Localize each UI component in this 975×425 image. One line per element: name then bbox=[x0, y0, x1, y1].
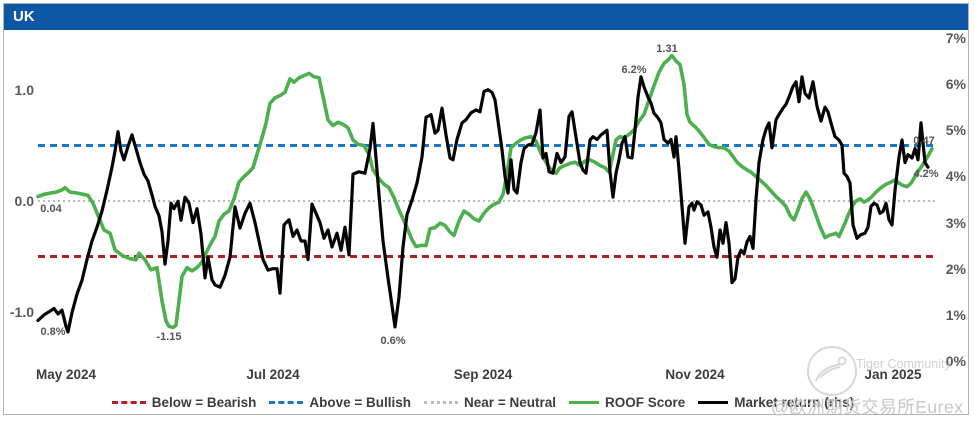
series-roof-score bbox=[36, 53, 934, 330]
legend-item-above-bullish: Above = Bullish bbox=[269, 395, 411, 410]
x-axis-tick: Nov 2024 bbox=[665, 367, 725, 382]
left-axis-tick-1.0: 1.0 bbox=[14, 82, 34, 98]
legend-swatch-solid bbox=[698, 401, 729, 404]
right-axis-tick-4%: 4% bbox=[945, 168, 966, 185]
legend-label: Below = Bearish bbox=[151, 395, 257, 410]
right-axis-tick-6%: 6% bbox=[945, 76, 966, 93]
legend-label: ROOF Score bbox=[604, 395, 686, 410]
annotation-0.8%: 0.8% bbox=[40, 326, 66, 338]
chart-title: UK bbox=[13, 8, 35, 25]
chart-legend: Below = Bearish Above = Bullish Near = Neu… bbox=[0, 395, 966, 410]
legend-swatch-dashed bbox=[269, 401, 304, 404]
annotation-6.2%: 6.2% bbox=[621, 64, 647, 76]
legend-label: Market return (rhs) bbox=[734, 395, 855, 410]
chart-frame: UK bbox=[3, 3, 969, 415]
series-market-return-rhs- bbox=[36, 75, 930, 334]
x-axis-tick: Jul 2024 bbox=[246, 367, 300, 382]
legend-swatch-dotted bbox=[424, 401, 459, 404]
annotation--1.15: -1.15 bbox=[156, 331, 182, 343]
right-axis-tick-5%: 5% bbox=[945, 122, 966, 139]
legend-item-roof-score: ROOF Score bbox=[568, 395, 686, 410]
chart-title-bar: UK bbox=[4, 4, 968, 30]
tiger-community-logo-icon bbox=[807, 346, 857, 396]
annotation-0.47: 0.47 bbox=[913, 135, 935, 147]
watermark-community-text: Tiger Community bbox=[856, 357, 951, 371]
x-axis-tick: Jan 2025 bbox=[864, 367, 922, 382]
right-axis-tick-3%: 3% bbox=[945, 214, 966, 231]
annotation-4.2%: 4.2% bbox=[913, 168, 939, 180]
x-axis-tick: May 2024 bbox=[35, 367, 97, 382]
annotation-1.31: 1.31 bbox=[656, 43, 678, 55]
left-axis-tick--1.0: -1.0 bbox=[9, 304, 34, 320]
right-axis-tick-0%: 0% bbox=[945, 353, 966, 369]
annotation-0.04: 0.04 bbox=[40, 203, 62, 215]
legend-item-near-neutral: Near = Neutral bbox=[424, 395, 556, 410]
watermark-brand-text: @欧洲期货交易所Eurex bbox=[771, 397, 964, 417]
left-axis-tick-0.0: 0.0 bbox=[14, 193, 34, 209]
legend-item-below-bearish: Below = Bearish bbox=[111, 395, 257, 410]
right-axis-tick-2%: 2% bbox=[945, 260, 966, 277]
legend-label: Above = Bullish bbox=[309, 395, 412, 410]
annotation-0.6%: 0.6% bbox=[380, 335, 406, 347]
right-axis-tick-1%: 1% bbox=[945, 306, 966, 323]
legend-swatch-dashed bbox=[111, 401, 146, 404]
x-axis-tick: Sep 2024 bbox=[453, 367, 513, 382]
legend-swatch-solid bbox=[568, 401, 599, 404]
right-axis-tick-7%: 7% bbox=[945, 30, 966, 46]
legend-label: Near = Neutral bbox=[464, 395, 556, 410]
legend-item-market-return-rhs-: Market return (rhs) bbox=[698, 395, 854, 410]
